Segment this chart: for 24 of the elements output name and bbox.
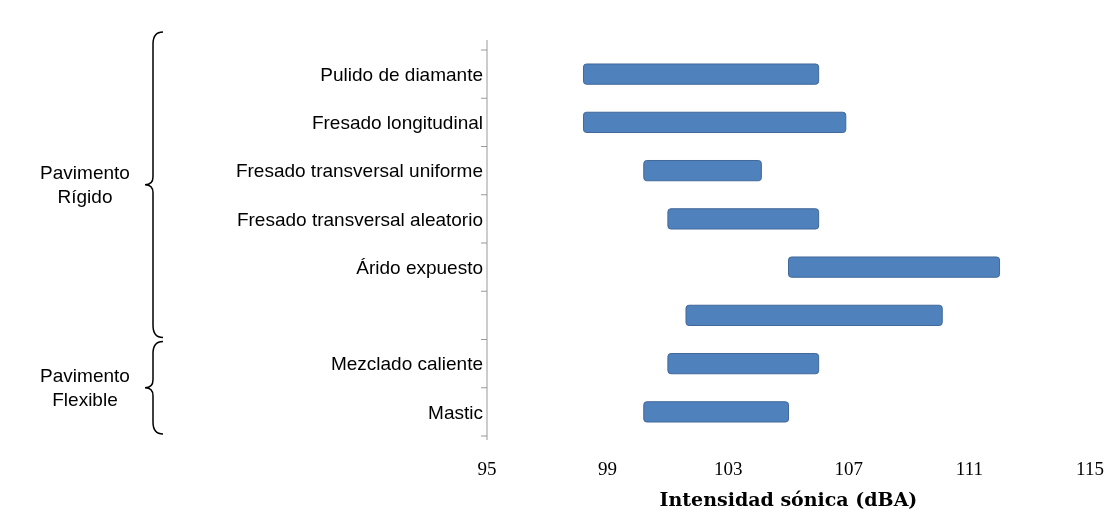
y-tick-label: Mastic (428, 401, 483, 423)
x-tick-label: 95 (477, 458, 497, 479)
bar (667, 208, 820, 230)
bar (667, 352, 820, 375)
bar (643, 401, 789, 423)
y-tick-label: Fresado transversal uniforme (235, 160, 483, 182)
bar (643, 159, 762, 182)
x-axis-title: Intensidad sónica (dBA) (659, 488, 918, 510)
y-tick-label: Pulido de diamante (320, 63, 483, 85)
x-tick-label: 115 (1076, 458, 1104, 479)
bar (582, 63, 820, 85)
x-tick-label: 107 (834, 458, 864, 479)
x-tick-label: 103 (713, 458, 743, 479)
text: Pavimento Rígido (40, 162, 130, 208)
text: Pavimento Flexible (40, 365, 130, 411)
x-tick-label: 111 (955, 458, 983, 479)
y-tick-label: Árido expuesto (356, 256, 483, 278)
x-tick-label: 99 (598, 458, 618, 479)
y-tick-label: Mezclado caliente (330, 353, 483, 375)
bar (788, 256, 1001, 278)
y-tick-label: Fresado transversal aleatorio (236, 208, 483, 230)
bar (582, 111, 847, 134)
bar (685, 304, 943, 327)
y-tick-label: Fresado longitudinal (311, 112, 483, 134)
